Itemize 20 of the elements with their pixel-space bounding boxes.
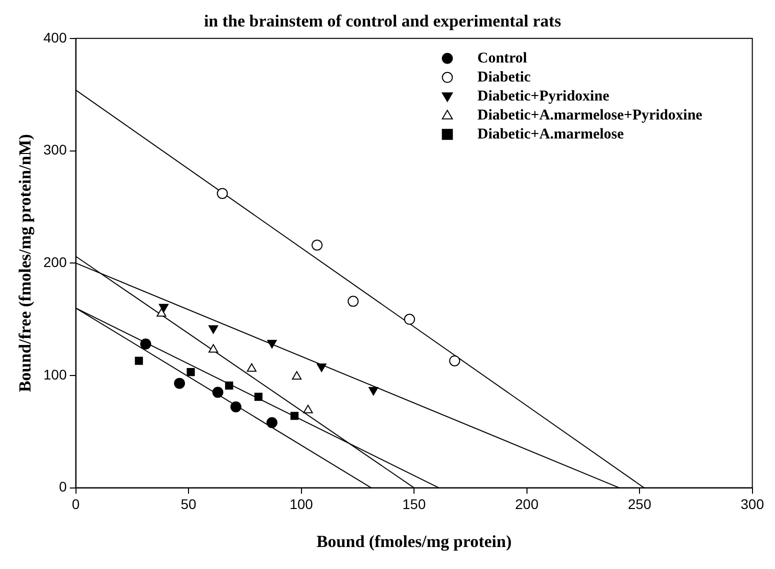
y-tick-label: 100	[43, 366, 67, 382]
y-tick-label: 200	[43, 254, 67, 270]
x-tick-label: 300	[740, 496, 764, 512]
legend-label: Control	[477, 50, 528, 66]
x-tick-label: 250	[628, 496, 652, 512]
legend-label: Diabetic	[477, 69, 532, 86]
y-tick-label: 300	[43, 142, 67, 158]
x-tick-label: 50	[180, 496, 197, 512]
x-axis-title: Bound (fmoles/mg protein)	[316, 532, 512, 552]
x-tick-label: 100	[290, 496, 314, 512]
y-tick-label: 0	[58, 478, 67, 495]
x-tick-label: 0	[72, 496, 80, 512]
y-axis-title: Bound/free (fmoles/mg protein/nM)	[16, 134, 35, 392]
legend-label: Diabetic+A.marmelose	[477, 126, 624, 142]
x-tick-label: 200	[515, 496, 539, 512]
legend-label: Diabetic+A.marmelose+Pyridoxine	[477, 107, 703, 124]
legend-label: Diabetic+Pyridoxine	[477, 88, 610, 104]
x-tick-label: 150	[402, 496, 426, 512]
y-tick-label: 400	[43, 29, 67, 46]
chart-title: in the brainstem of control and experimental rats	[204, 12, 562, 31]
